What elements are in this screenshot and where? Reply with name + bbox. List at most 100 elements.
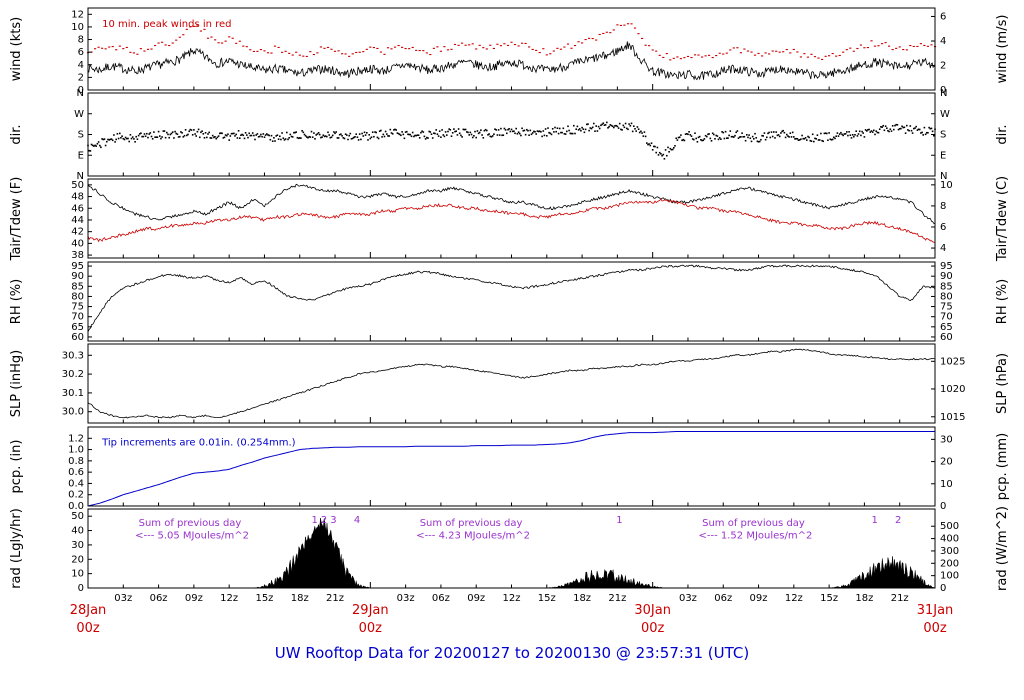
svg-text:15z: 15z (538, 593, 556, 604)
annotation: 2 (895, 515, 901, 526)
svg-text:65: 65 (940, 322, 953, 333)
svg-text:N: N (940, 88, 947, 99)
svg-text:30.2: 30.2 (62, 369, 84, 380)
ylabel-left-pcp: pcp. (in) (9, 440, 24, 494)
svg-text:W: W (74, 109, 84, 120)
svg-text:8: 8 (78, 35, 84, 46)
svg-text:0.8: 0.8 (68, 456, 84, 467)
series-tair (87, 183, 936, 225)
svg-text:00z: 00z (641, 621, 665, 636)
svg-text:400: 400 (940, 534, 959, 545)
svg-text:21z: 21z (608, 593, 626, 604)
y-axis-slp: 30.0 30.1 30.2 30.3 1015 1020 1025 (62, 350, 966, 423)
svg-text:0: 0 (78, 583, 84, 594)
svg-text:30.0: 30.0 (62, 407, 84, 418)
annotation: <--- 4.23 MJoules/m^2 (416, 531, 530, 542)
svg-text:N: N (77, 88, 84, 99)
svg-text:03z: 03z (397, 593, 415, 604)
svg-text:1015: 1015 (940, 412, 965, 423)
svg-text:40: 40 (71, 526, 84, 537)
svg-text:4: 4 (940, 36, 946, 47)
svg-text:50: 50 (71, 180, 84, 191)
svg-text:09z: 09z (185, 593, 203, 604)
svg-text:06z: 06z (150, 593, 168, 604)
svg-text:30: 30 (71, 540, 84, 551)
panel-pcp: Tip increments are 0.01in. (0.254mm.) 0.0… (9, 426, 1010, 512)
svg-text:30.1: 30.1 (62, 388, 84, 399)
svg-text:2: 2 (940, 60, 946, 71)
svg-text:00z: 00z (359, 621, 383, 636)
annotation: Tip increments are 0.01in. (0.254mm.) (101, 438, 296, 449)
svg-text:10: 10 (940, 180, 953, 191)
series-sea-level-pressure (87, 348, 936, 419)
svg-text:1025: 1025 (940, 356, 965, 367)
svg-text:18z: 18z (855, 593, 873, 604)
svg-text:0: 0 (940, 501, 946, 512)
annotation: 1 (312, 515, 318, 526)
svg-text:6: 6 (78, 47, 84, 58)
svg-text:21z: 21z (891, 593, 909, 604)
svg-text:90: 90 (71, 271, 84, 282)
svg-text:30Jan: 30Jan (634, 603, 671, 618)
annotation: Sum of previous day (420, 518, 523, 529)
svg-text:42: 42 (71, 227, 84, 238)
svg-text:48: 48 (71, 192, 84, 203)
series-wind-peak-10min (86, 23, 937, 61)
series-wind-direction (87, 121, 936, 160)
series-precip-accumulated (87, 431, 935, 507)
svg-text:46: 46 (71, 203, 84, 214)
svg-text:03z: 03z (679, 593, 697, 604)
svg-text:10: 10 (940, 479, 953, 490)
svg-text:100: 100 (940, 571, 959, 582)
svg-text:30: 30 (940, 434, 953, 445)
annotation: 10 min. peak winds in red (102, 19, 231, 30)
svg-text:00z: 00z (76, 621, 100, 636)
svg-text:4: 4 (940, 243, 946, 254)
svg-text:18z: 18z (291, 593, 309, 604)
svg-text:300: 300 (940, 546, 959, 557)
series-wind-avg (87, 41, 936, 81)
svg-text:18z: 18z (573, 593, 591, 604)
svg-text:10: 10 (71, 22, 84, 33)
svg-text:65: 65 (71, 322, 84, 333)
svg-text:S: S (78, 130, 84, 141)
svg-text:15z: 15z (820, 593, 838, 604)
x-axis-labels: 03z 06z 09z 12z 15z 18z 21z 03z 06z 09z 12z 15z 18z 2… (70, 593, 954, 636)
svg-text:80: 80 (71, 291, 84, 302)
annotation: 1 (616, 515, 622, 526)
svg-text:44: 44 (71, 215, 84, 226)
svg-text:21z: 21z (326, 593, 344, 604)
series-relative-humidity (87, 264, 936, 332)
ylabel-left-rad: rad (Lgly/hr) (9, 508, 24, 589)
svg-text:95: 95 (71, 261, 84, 272)
svg-text:12z: 12z (220, 593, 238, 604)
svg-text:12: 12 (71, 9, 84, 20)
svg-text:0.4: 0.4 (68, 478, 84, 489)
svg-text:E: E (78, 150, 84, 161)
svg-text:0: 0 (940, 85, 946, 96)
svg-text:75: 75 (940, 302, 953, 313)
svg-text:10: 10 (71, 569, 84, 580)
ylabel-right-slp: SLP (hPa) (995, 353, 1010, 414)
svg-text:06z: 06z (432, 593, 450, 604)
svg-text:200: 200 (940, 558, 959, 569)
svg-text:09z: 09z (750, 593, 768, 604)
svg-text:E: E (940, 150, 946, 161)
svg-text:6: 6 (940, 222, 946, 233)
svg-text:31Jan: 31Jan (917, 603, 954, 618)
svg-text:60: 60 (71, 332, 84, 343)
svg-text:50: 50 (71, 511, 84, 522)
svg-text:03z: 03z (114, 593, 132, 604)
svg-text:1020: 1020 (940, 384, 965, 395)
svg-text:70: 70 (940, 312, 953, 323)
svg-text:0.0: 0.0 (68, 501, 84, 512)
ylabel-left-slp: SLP (inHg) (9, 350, 24, 418)
